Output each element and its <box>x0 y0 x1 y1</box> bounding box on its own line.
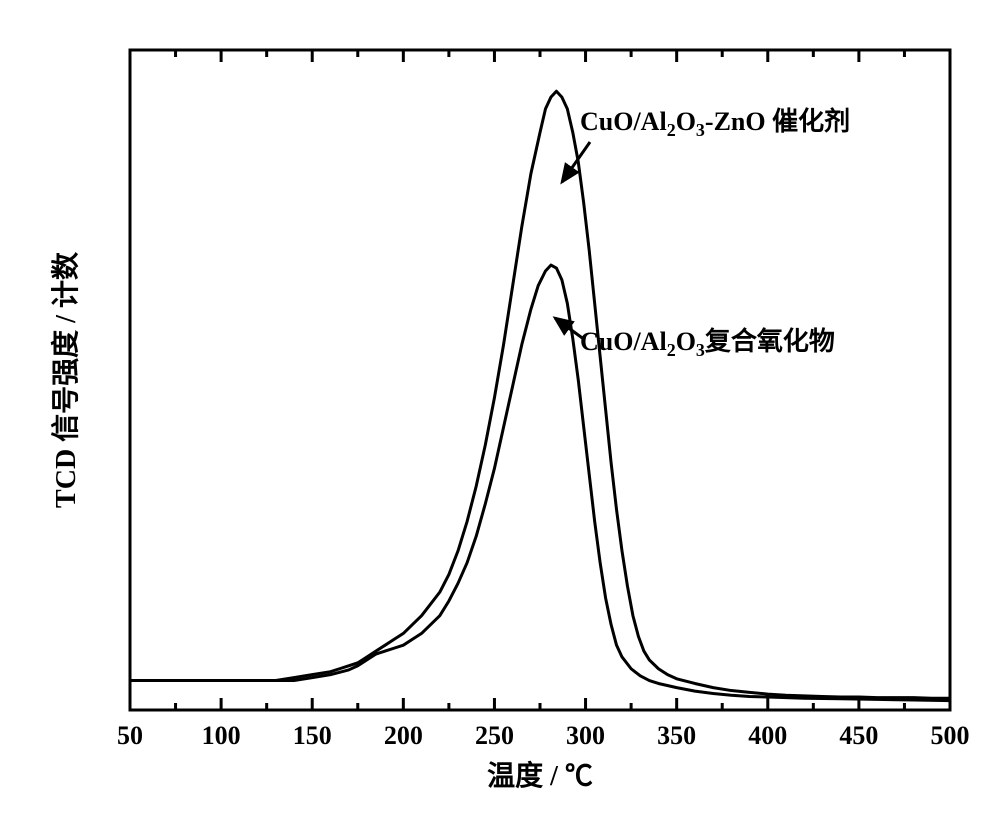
svg-text:50: 50 <box>117 721 143 750</box>
series-group <box>130 91 950 700</box>
svg-text:500: 500 <box>931 721 970 750</box>
x-axis-label: 温度 / ℃ <box>487 760 593 792</box>
svg-text:200: 200 <box>384 721 423 750</box>
x-axis-ticks <box>130 50 950 710</box>
svg-text:450: 450 <box>839 721 878 750</box>
svg-text:350: 350 <box>657 721 696 750</box>
x-axis-tick-labels: 50 100 150 200 250 300 350 400 450 500 <box>117 721 970 750</box>
svg-text:250: 250 <box>475 721 514 750</box>
series-label-1: CuO/Al2O3复合氧化物 <box>580 326 835 360</box>
tpr-chart: 50 100 150 200 250 300 350 400 450 500 温度 / ℃ TCD… <box>0 0 1000 824</box>
svg-text:300: 300 <box>566 721 605 750</box>
svg-text:150: 150 <box>293 721 332 750</box>
series-label-0: CuO/Al2O3-ZnO 催化剂 <box>580 107 850 140</box>
y-axis-label: TCD 信号强度 / 计数 <box>50 251 82 508</box>
chart-container: 50 100 150 200 250 300 350 400 450 500 温度 / ℃ TCD… <box>0 0 1000 824</box>
svg-text:400: 400 <box>748 721 787 750</box>
plot-border <box>130 50 950 710</box>
svg-text:100: 100 <box>202 721 241 750</box>
series-0 <box>130 91 950 698</box>
annotations: CuO/Al2O3-ZnO 催化剂 CuO/Al2O3复合氧化物 <box>555 107 850 360</box>
